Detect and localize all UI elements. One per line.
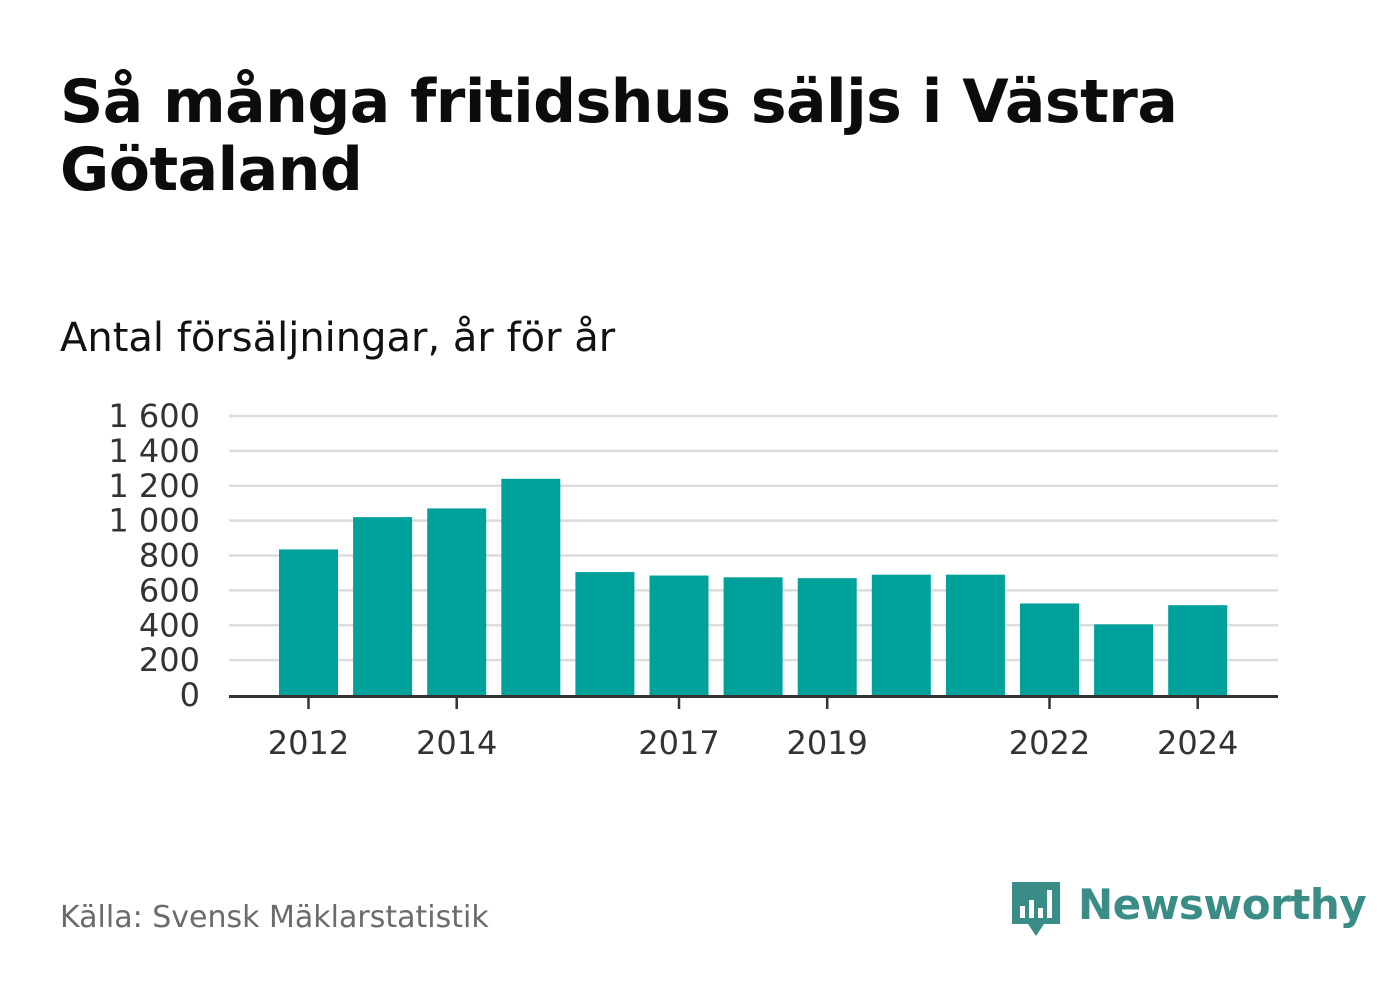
bar-2023: [1094, 624, 1154, 695]
y-tick-label: 1 000: [108, 502, 200, 540]
logo-bar-2: [1029, 900, 1034, 918]
bars: [279, 478, 1228, 695]
logo-bar-3: [1038, 908, 1043, 918]
bar-2018: [723, 577, 783, 695]
y-tick-label: 600: [139, 571, 200, 609]
x-tick-label: 2024: [1157, 724, 1238, 762]
bar-2016: [575, 572, 635, 695]
y-tick-label: 400: [139, 606, 200, 644]
bar-2012: [279, 549, 338, 695]
y-tick-label: 1 200: [108, 467, 200, 505]
y-tick-label: 0: [180, 676, 200, 714]
brand-logo[interactable]: Newsworthy: [1008, 878, 1367, 944]
x-tick-label: 2019: [786, 724, 867, 762]
bar-2015: [501, 478, 561, 695]
chart-title: Så många fritidshus säljs i Västra Götal…: [60, 67, 1178, 205]
chart-subtitle: Antal försäljningar, år för år: [60, 315, 616, 361]
x-tick-label: 2017: [638, 724, 719, 762]
brand-name: Newsworthy: [1078, 880, 1367, 929]
y-tick-label: 200: [139, 641, 200, 679]
x-axis-tick-labels: 2012 2014 2017 2019 2022 2024: [268, 724, 1239, 762]
y-tick-label: 1 400: [108, 432, 200, 470]
bar-2013: [353, 517, 413, 695]
bar-2017: [649, 575, 709, 695]
logo-bar-4: [1047, 890, 1052, 918]
y-tick-label: 1 600: [108, 397, 200, 435]
bar-2019: [797, 578, 857, 695]
bar-2014: [427, 508, 487, 695]
newsworthy-logo-icon: [1012, 882, 1060, 936]
x-tick-label: 2022: [1009, 724, 1090, 762]
bar-2022: [1020, 603, 1079, 695]
y-tick-label: 800: [139, 537, 200, 575]
speech-bubble-shape: [1012, 882, 1060, 936]
x-tick-label: 2012: [268, 724, 349, 762]
x-axis: [229, 695, 1278, 709]
logo-bar-1: [1020, 906, 1025, 918]
bar-2020: [871, 574, 931, 695]
source-note: Källa: Svensk Mäklarstatistik: [60, 900, 489, 935]
bar-2021: [945, 574, 1005, 695]
x-tick-label: 2014: [416, 724, 497, 762]
bar-2024: [1168, 605, 1228, 695]
